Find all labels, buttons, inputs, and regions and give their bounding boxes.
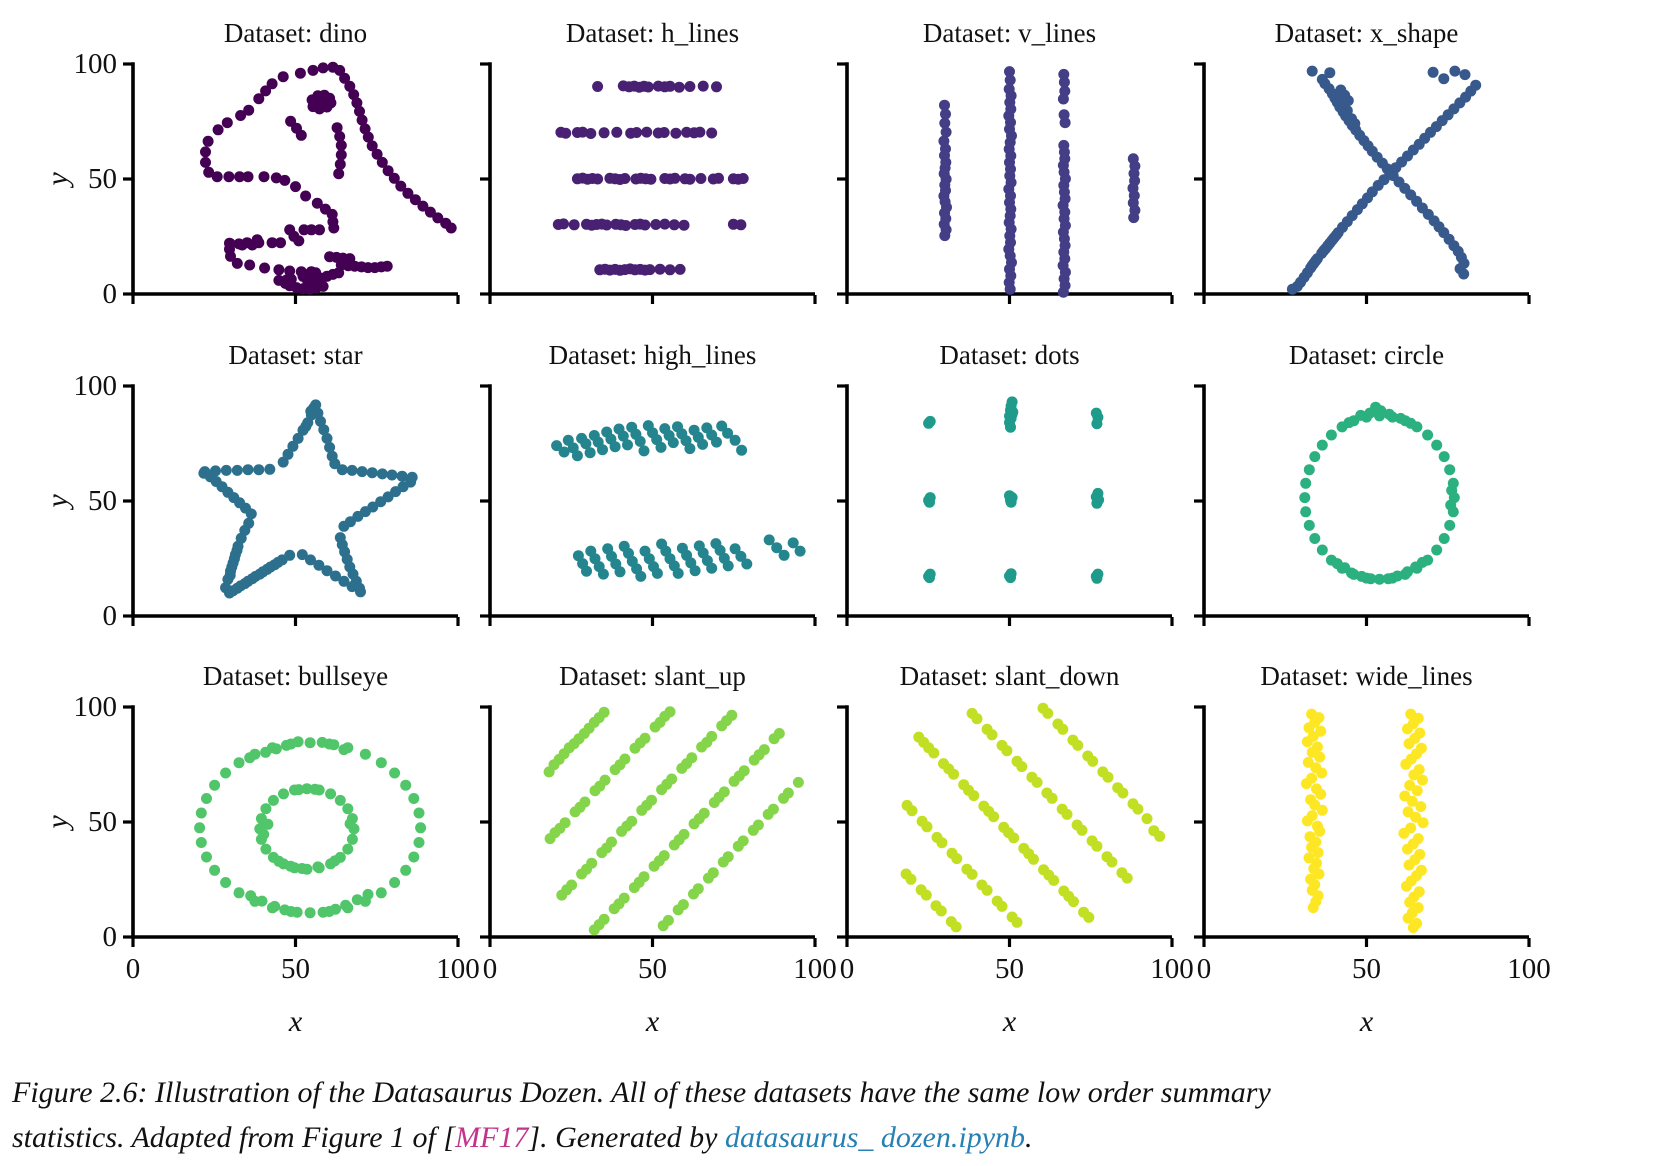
axis-spines — [488, 705, 815, 939]
x-tick-label: 100 — [793, 953, 837, 985]
axis-spines — [131, 384, 458, 618]
scatter-points — [552, 80, 749, 276]
scatter-points — [1286, 65, 1482, 295]
scatter-points — [200, 61, 457, 295]
x-axis-label: x — [645, 1005, 660, 1038]
subplot-title-x_shape: Dataset: x_shape — [1274, 18, 1459, 48]
y-tick-label: 50 — [88, 163, 117, 195]
subplot-title-dino: Dataset: dino — [223, 18, 368, 48]
scatter-plot-dino — [123, 61, 460, 304]
scatter-points — [900, 702, 1166, 933]
x-axis-label: x — [1359, 1005, 1374, 1038]
scatter-plot-slant_up — [480, 705, 817, 947]
scatter-plot-star — [123, 384, 460, 626]
axis-spines — [488, 62, 815, 296]
subplot-title-slant_up: Dataset: slant_up — [559, 661, 746, 691]
y-tick-label: 50 — [88, 806, 117, 838]
scatter-points — [543, 706, 804, 936]
scatter-plot-high_lines — [480, 384, 817, 626]
y-tick-label: 100 — [73, 691, 118, 723]
x-tick-label: 50 — [995, 953, 1024, 985]
scatter-points — [198, 399, 418, 599]
y-tick-label: 50 — [88, 485, 117, 517]
scatter-points — [194, 736, 427, 919]
subplot-title-bullseye: Dataset: bullseye — [202, 661, 389, 691]
figure-caption: Figure 2.6: Illustration of the Datasaur… — [12, 1070, 1672, 1160]
x-tick-label: 100 — [1507, 953, 1551, 985]
y-axis-label: y — [41, 815, 74, 829]
caption-line-2: statistics. Adapted from Figure 1 of [MF… — [12, 1115, 1672, 1160]
scatter-points — [923, 396, 1105, 584]
y-tick-label: 100 — [73, 370, 118, 402]
x-tick-label: 0 — [125, 953, 141, 985]
subplot-title-dots: Dataset: dots — [939, 340, 1080, 370]
y-axis-label: y — [41, 172, 74, 186]
subplot-title-circle: Dataset: circle — [1288, 340, 1445, 370]
scatter-points — [938, 66, 1141, 298]
scatter-plot-wide_lines — [1194, 705, 1531, 947]
scatter-plot-x_shape — [1194, 62, 1531, 304]
axis-spines — [1202, 384, 1529, 618]
scatter-plot-v_lines — [837, 62, 1174, 304]
x-axis-label: x — [1002, 1005, 1017, 1038]
x-tick-label: 0 — [1196, 953, 1212, 985]
y-tick-label: 0 — [102, 921, 118, 953]
x-tick-label: 100 — [1150, 953, 1194, 985]
subplot-title-wide_lines: Dataset: wide_lines — [1260, 661, 1473, 691]
notebook-link[interactable]: datasaurus_ dozen.ipynb — [725, 1121, 1026, 1154]
x-tick-label: 50 — [281, 953, 310, 985]
axis-spines — [845, 705, 1172, 939]
scatter-points — [1299, 401, 1460, 585]
caption-text-2c: . — [1025, 1121, 1033, 1154]
caption-text-2a: statistics. Adapted from Figure 1 of [ — [12, 1121, 456, 1154]
x-tick-label: 50 — [638, 953, 667, 985]
axis-spines — [845, 384, 1172, 618]
scatter-points — [551, 420, 806, 582]
x-axis-label: x — [288, 1005, 303, 1038]
x-tick-label: 50 — [1352, 953, 1381, 985]
axis-spines — [1202, 705, 1529, 939]
scatter-plot-slant_down — [837, 702, 1174, 947]
subplot-title-slant_down: Dataset: slant_down — [899, 661, 1120, 691]
caption-text-1: Figure 2.6: Illustration of the Datasaur… — [12, 1076, 1271, 1109]
caption-text-2b: ]. Generated by — [528, 1121, 726, 1154]
y-tick-label: 0 — [102, 600, 118, 632]
subplot-title-h_lines: Dataset: h_lines — [565, 18, 740, 48]
subplot-title-star: Dataset: star — [228, 340, 363, 370]
scatter-plot-dots — [837, 384, 1174, 626]
scatter-points — [1300, 708, 1429, 934]
scatter-plot-circle — [1194, 384, 1531, 626]
subplot-title-high_lines: Dataset: high_lines — [548, 340, 757, 370]
axis-spines — [131, 705, 458, 939]
subplot-title-v_lines: Dataset: v_lines — [922, 18, 1097, 48]
scatter-plot-h_lines — [480, 62, 817, 304]
y-axis-label: y — [41, 494, 74, 508]
x-tick-label: 0 — [482, 953, 498, 985]
citation-link-mf17[interactable]: MF17 — [455, 1121, 529, 1154]
axis-spines — [131, 62, 458, 296]
x-tick-label: 0 — [839, 953, 855, 985]
scatter-plot-bullseye — [123, 705, 460, 947]
y-tick-label: 100 — [73, 48, 118, 80]
x-tick-label: 100 — [436, 953, 480, 985]
axis-spines — [488, 384, 815, 618]
caption-line-1: Figure 2.6: Illustration of the Datasaur… — [12, 1070, 1672, 1115]
y-tick-label: 0 — [102, 278, 118, 310]
axis-spines — [1202, 62, 1529, 296]
